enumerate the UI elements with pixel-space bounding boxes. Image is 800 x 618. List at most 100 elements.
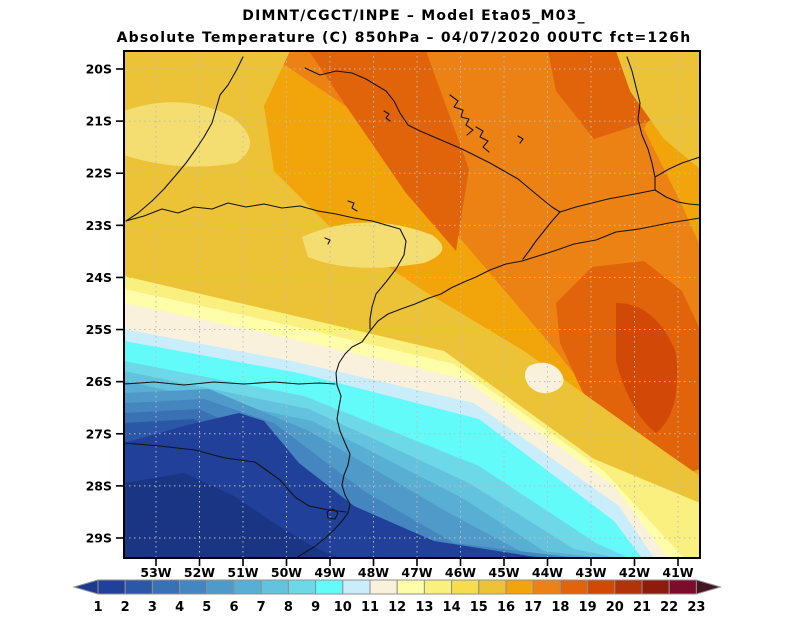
field-region-19-20-core-east (616, 303, 678, 433)
map-frame (123, 50, 701, 559)
colorbar-cell-7 (260, 579, 289, 595)
colorbar-label-19: 19 (579, 600, 597, 615)
colorbar-cell-20 (614, 579, 643, 595)
lat-label-29S: 29S (86, 530, 112, 545)
lon-label-45W: 45W (488, 565, 519, 580)
island-florianopolis (326, 508, 339, 520)
lon-label-51W: 51W (227, 565, 258, 580)
colorbar-cell-18 (559, 579, 589, 595)
colorbar-label-4: 4 (175, 600, 184, 615)
colorbar-cell-2 (124, 579, 153, 595)
grid (124, 51, 700, 558)
colorbar-cell-11 (369, 579, 398, 595)
lat-label-27S: 27S (86, 426, 112, 441)
border-pr-sc (124, 381, 336, 386)
map-mark-3 (324, 237, 331, 245)
colorbar-cell-6 (233, 579, 262, 595)
map-mark-2 (347, 200, 358, 212)
lat-label-21S: 21S (86, 114, 112, 129)
lat-label-20S: 20S (86, 62, 112, 77)
colorbar-label-17: 17 (524, 600, 542, 615)
colorbar-cell-21 (641, 579, 670, 595)
colorbar-label-18: 18 (551, 600, 569, 615)
lon-label-52W: 52W (184, 565, 215, 580)
colorbar-label-3: 3 (148, 600, 157, 615)
field-region-14-15-streak (302, 222, 443, 268)
colorbar-cell-16 (505, 579, 534, 595)
map-mark-1 (383, 110, 391, 122)
border-paranapanema-sp-pr (125, 202, 407, 330)
lat-label-26S: 26S (86, 374, 112, 389)
coastline (295, 217, 700, 558)
lon-label-48W: 48W (358, 565, 389, 580)
colorbar-label-10: 10 (334, 600, 352, 615)
colorbar-cell-17 (532, 579, 561, 595)
colorbar-cell-15 (478, 579, 507, 595)
lon-label-41W: 41W (662, 565, 693, 580)
border-parana-river-sp-ms (125, 56, 244, 222)
colorbar-label-12: 12 (388, 600, 406, 615)
colorbar-cell-9 (315, 579, 344, 595)
colorbar-label-6: 6 (229, 600, 238, 615)
colorbar-cell-1 (97, 579, 126, 595)
colorbar-label-13: 13 (415, 600, 433, 615)
colorbar-label-21: 21 (633, 600, 651, 615)
colorbar-cell-12 (396, 579, 425, 595)
colorbar-label-8: 8 (284, 600, 293, 615)
lake-furnas-2 (475, 126, 490, 153)
border-sc-rs (124, 442, 347, 513)
field-patch-11-12-coast (525, 362, 564, 394)
lon-label-49W: 49W (314, 565, 345, 580)
title-line-1: DIMNT/CGCT/INPE – Model Eta05_M03_ (242, 8, 585, 24)
lon-label-43W: 43W (575, 565, 606, 580)
border-mg-es (626, 56, 700, 206)
map-area (124, 51, 700, 558)
colorbar-label-20: 20 (606, 600, 624, 615)
colorbar-label-23: 23 (687, 600, 705, 615)
field-region-14-15-patch-nw (124, 102, 251, 167)
border-rio-grande-sp-mg (304, 67, 561, 213)
colorbar-over-range-arrow (695, 579, 723, 595)
border-es-branch (654, 156, 700, 178)
field-band-1-2-core (124, 473, 339, 558)
colorbar-label-22: 22 (660, 600, 678, 615)
lon-label-44W: 44W (532, 565, 563, 580)
colorbar-label-7: 7 (257, 600, 266, 615)
lat-label-25S: 25S (86, 322, 112, 337)
colorbar-cell-5 (206, 579, 235, 595)
colorbar-cell-8 (287, 579, 317, 595)
lat-label-23S: 23S (86, 218, 112, 233)
border-rj-sp (522, 211, 561, 260)
lon-label-53W: 53W (140, 565, 171, 580)
colorbar-cell-10 (342, 579, 371, 595)
geo-lines (124, 56, 700, 558)
lon-label-42W: 42W (619, 565, 650, 580)
title-line-2: Absolute Temperature (C) 850hPa – 04/07/… (117, 30, 692, 46)
colorbar-label-5: 5 (202, 600, 211, 615)
colorbar-label-14: 14 (443, 600, 461, 615)
field-region-18-19-north-band (309, 51, 469, 251)
lon-label-46W: 46W (445, 565, 476, 580)
colorbar-label-9: 9 (311, 600, 320, 615)
colorbar-cell-22 (668, 579, 697, 595)
colorbar-label-1: 1 (93, 600, 102, 615)
border-mg-rj (559, 189, 656, 213)
colorbar-cell-3 (151, 579, 181, 595)
lon-label-47W: 47W (401, 565, 432, 580)
colorbar-label-15: 15 (470, 600, 488, 615)
colorbar-label-16: 16 (497, 600, 515, 615)
lake-furnas-1 (449, 94, 474, 136)
colorbar-label-2: 2 (121, 600, 130, 615)
lat-label-22S: 22S (86, 166, 112, 181)
colorbar-cell-19 (587, 579, 616, 595)
colorbar: 1 2 3 4 5 6 7 8 9 10 11 12 13 14 15 16 17 18 19 20 21 22 23 (72, 579, 723, 615)
colorbar-cell-4 (179, 579, 208, 595)
field-region-15-16-northeast-corner (616, 51, 700, 169)
colorbar-cell-13 (423, 579, 453, 595)
lat-label-28S: 28S (86, 478, 112, 493)
colorbar-under-range-arrow (72, 579, 99, 595)
colorbar-cell-14 (451, 579, 480, 595)
map-mark-4 (517, 135, 524, 144)
